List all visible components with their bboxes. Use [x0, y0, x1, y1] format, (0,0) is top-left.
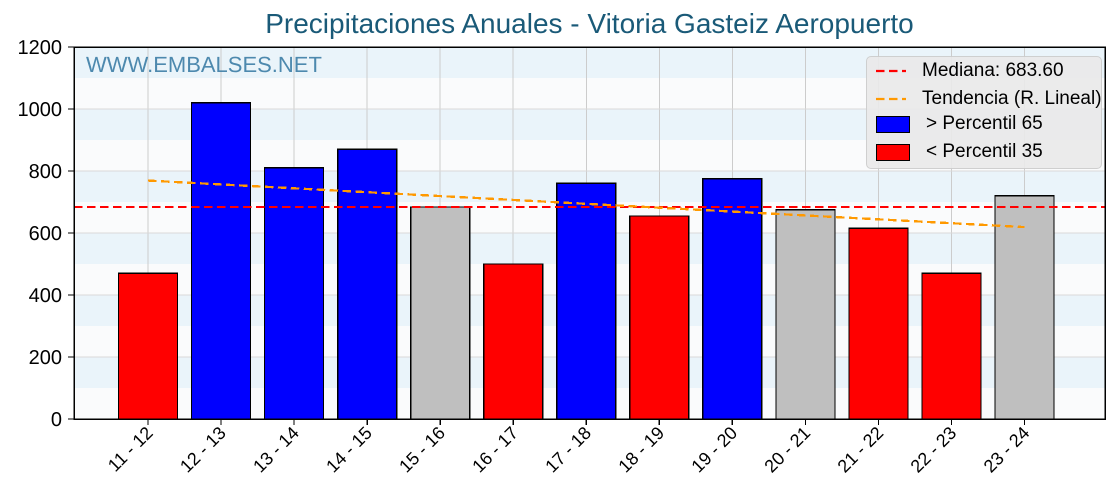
svg-text:11 - 12: 11 - 12	[104, 423, 157, 476]
svg-text:800: 800	[29, 161, 62, 183]
svg-text:12 - 13: 12 - 13	[176, 423, 230, 477]
svg-text:400: 400	[29, 285, 62, 307]
svg-text:17 - 18: 17 - 18	[541, 423, 595, 477]
svg-text:200: 200	[29, 347, 62, 369]
svg-text:21 - 22: 21 - 22	[834, 423, 888, 477]
svg-text:1200: 1200	[18, 37, 63, 59]
svg-text:22 - 23: 22 - 23	[907, 423, 961, 477]
svg-text:13 - 14: 13 - 14	[249, 423, 303, 477]
svg-text:WWW.EMBALSES.NET: WWW.EMBALSES.NET	[86, 52, 322, 77]
svg-text:0: 0	[51, 409, 62, 431]
svg-text:19 - 20: 19 - 20	[687, 423, 741, 477]
svg-text:15 - 16: 15 - 16	[395, 423, 449, 477]
svg-text:20 - 21: 20 - 21	[760, 423, 814, 477]
svg-text:600: 600	[29, 223, 62, 245]
svg-text:14 - 15: 14 - 15	[322, 423, 376, 477]
svg-text:23 - 24: 23 - 24	[980, 423, 1034, 477]
svg-text:1000: 1000	[18, 99, 63, 121]
svg-text:18 - 19: 18 - 19	[614, 423, 668, 477]
svg-text:16 - 17: 16 - 17	[468, 423, 522, 477]
